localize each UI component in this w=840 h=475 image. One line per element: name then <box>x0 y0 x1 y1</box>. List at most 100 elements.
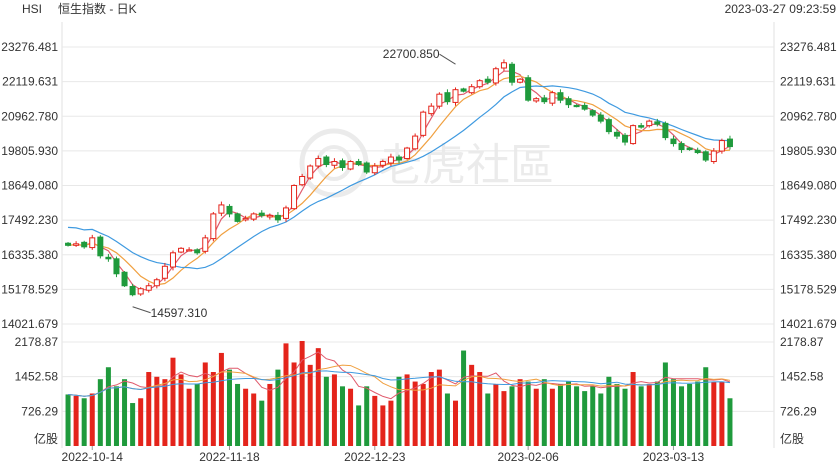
volume-bar <box>291 362 297 446</box>
volume-tick-label: 2178.87 <box>15 335 59 349</box>
candle-up <box>420 110 427 138</box>
candle-body <box>258 212 265 216</box>
annotation-label: 22700.850 <box>383 47 440 61</box>
volume-bar <box>638 386 644 446</box>
price-axis-right: 23276.481 22119.631 20962.780 19805.930 1864… <box>780 40 837 331</box>
volume-bar <box>687 383 693 446</box>
candle-body <box>65 242 72 246</box>
date-tick-label: 2022-12-23 <box>344 450 406 464</box>
candle-down <box>113 256 120 278</box>
candle-down <box>105 253 112 262</box>
date-tick-label: 2022-10-14 <box>62 450 124 464</box>
ma-long-line <box>67 85 731 270</box>
candle-down <box>274 212 281 223</box>
candle-body <box>484 78 491 83</box>
volume-bar <box>598 393 604 446</box>
candle-body <box>153 279 160 287</box>
candle-down <box>129 283 136 297</box>
volume-bar <box>727 398 733 446</box>
candle-body <box>105 256 112 260</box>
volume-tick-label: 726.29 <box>21 404 58 418</box>
candle-body <box>605 119 612 133</box>
candle-body <box>395 156 403 161</box>
volume-bar <box>646 383 652 446</box>
price-tick-label: 16335.380 <box>780 248 837 262</box>
volume-bar <box>606 376 612 446</box>
volume-bar <box>186 388 192 446</box>
candle-up <box>315 155 322 169</box>
candle-up <box>282 205 289 222</box>
candle-body <box>169 252 176 268</box>
candle-up <box>331 158 338 169</box>
candle-up <box>517 78 524 84</box>
candle-up <box>347 160 354 171</box>
candle-body <box>525 77 532 101</box>
volume-bar <box>420 383 426 446</box>
price-tick-label: 18649.080 <box>780 179 837 193</box>
candle-down <box>121 271 128 287</box>
candle-down <box>654 118 661 127</box>
candle-down <box>726 135 733 150</box>
volume-bar <box>453 400 459 446</box>
candle-body <box>97 236 104 257</box>
candle-down <box>589 109 596 118</box>
candle-body <box>428 105 435 115</box>
candle-up <box>299 173 306 187</box>
volume-bar <box>719 381 725 446</box>
price-tick-label: 18649.080 <box>1 179 58 193</box>
price-tick-label: 19805.930 <box>1 144 58 158</box>
candle-body <box>266 214 273 218</box>
candle-body <box>121 271 128 287</box>
candle-down <box>597 112 604 124</box>
candle-up <box>210 211 217 242</box>
volume-bar <box>348 388 354 446</box>
candle-down <box>573 104 580 108</box>
candle-down <box>194 248 201 255</box>
candle-down <box>622 133 629 146</box>
volume-tick-label: 726.29 <box>780 404 817 418</box>
volume-bar <box>194 383 200 446</box>
volume-bar <box>235 383 241 446</box>
candle-body <box>460 88 467 92</box>
volume-bars <box>65 340 733 446</box>
price-tick-label: 17492.230 <box>1 213 58 227</box>
volume-bar <box>331 374 337 446</box>
candle-up <box>178 247 185 254</box>
price-tick-label: 17492.230 <box>780 213 837 227</box>
candle-body <box>282 207 289 219</box>
volume-bar <box>582 391 588 446</box>
vol-ma-long-line <box>67 370 731 397</box>
volume-bar <box>178 374 184 446</box>
candle-down <box>557 89 564 104</box>
candle-body <box>468 86 475 94</box>
volume-bar <box>154 376 160 446</box>
volume-bar <box>73 395 79 446</box>
price-tick-label: 23276.481 <box>1 40 58 54</box>
candle-body <box>452 89 459 103</box>
candle-down <box>605 117 612 135</box>
candle-body <box>573 104 580 108</box>
volume-bar <box>81 398 87 446</box>
timestamp: 2023-03-27 09:23:59 <box>725 2 837 16</box>
candle-body <box>436 93 443 107</box>
volume-bar <box>428 372 434 446</box>
volume-bar <box>670 379 676 446</box>
candle-up <box>428 103 435 116</box>
ma-mid-line <box>67 75 731 286</box>
candle-body <box>654 121 661 125</box>
candle-body <box>589 110 596 116</box>
volume-bar <box>170 357 176 446</box>
candle-down <box>258 210 265 218</box>
volume-bar <box>404 374 410 446</box>
volume-bar <box>566 381 572 446</box>
volume-bar <box>267 383 273 446</box>
candle-up <box>137 287 144 296</box>
candle-body <box>557 92 564 101</box>
price-grid <box>62 46 774 412</box>
candle-body <box>613 131 620 137</box>
candle-body <box>387 156 394 164</box>
candle-body <box>694 149 701 154</box>
candle-down <box>525 75 532 102</box>
candle-body <box>718 140 725 152</box>
